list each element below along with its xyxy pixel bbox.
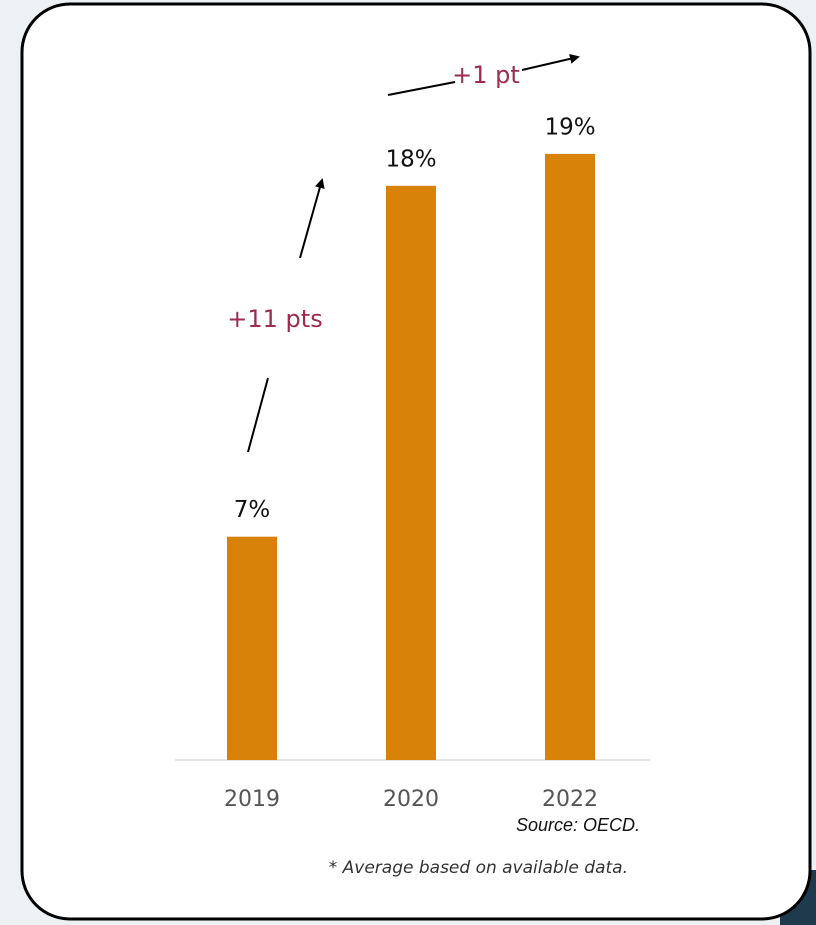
arrow-segment <box>387 81 456 96</box>
value-label: 18% <box>385 146 436 172</box>
x-tick-label: 2020 <box>383 787 439 812</box>
arrow-segment <box>247 377 269 453</box>
value-label: 7% <box>234 497 271 523</box>
arrow <box>521 53 580 71</box>
value-label: 19% <box>544 114 595 140</box>
bar <box>545 153 595 760</box>
annotation: +11 pts <box>227 305 322 333</box>
arrow <box>299 178 325 259</box>
bar <box>227 536 277 760</box>
x-tick-label: 2019 <box>224 787 280 812</box>
source: Source: OECD. <box>516 815 640 835</box>
footnote: * Average based on available data. <box>329 858 628 878</box>
annotation: +1 pt <box>452 61 520 89</box>
bar <box>386 185 436 761</box>
x-tick-label: 2022 <box>542 787 598 812</box>
